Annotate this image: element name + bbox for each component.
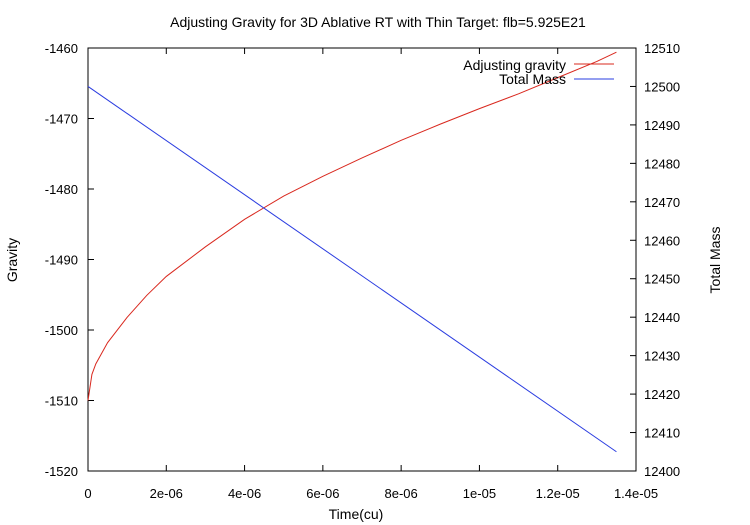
y2-tick-label: 12490 bbox=[644, 118, 680, 133]
y2-tick-label: 12470 bbox=[644, 195, 680, 210]
y2-tick-label: 12450 bbox=[644, 272, 680, 287]
y2-tick-label: 12460 bbox=[644, 233, 680, 248]
series-line-total-mass bbox=[87, 86, 617, 453]
legend-label-mass: Total Mass bbox=[499, 71, 566, 87]
series-line-adjusting-gravity bbox=[87, 51, 617, 401]
x-axis-ticks: 0 2e-06 4e-06 6e-06 8e-06 1e-05 1.2e-05 1.4e-05 bbox=[84, 48, 658, 501]
y-axis-label: Gravity bbox=[4, 238, 20, 282]
x-tick-label: 8e-06 bbox=[385, 486, 418, 501]
x-tick-label: 0 bbox=[84, 486, 91, 501]
legend: Adjusting gravity Total Mass bbox=[463, 57, 614, 87]
legend-label-gravity: Adjusting gravity bbox=[463, 57, 566, 73]
y2-tick-label: 12420 bbox=[644, 387, 680, 402]
y2-tick-label: 12500 bbox=[644, 79, 680, 94]
x-tick-label: 6e-06 bbox=[306, 486, 339, 501]
y-tick-label: -1480 bbox=[45, 182, 78, 197]
y2-tick-label: 12410 bbox=[644, 426, 680, 441]
x-tick-label: 1.2e-05 bbox=[536, 486, 580, 501]
y-tick-label: -1510 bbox=[45, 394, 78, 409]
y2-tick-label: 12510 bbox=[644, 41, 680, 56]
chart-title: Adjusting Gravity for 3D Ablative RT wit… bbox=[170, 14, 586, 30]
y2-axis-ticks: 12510 12500 12490 12480 12470 12460 12450 12440… bbox=[630, 41, 680, 479]
y2-tick-label: 12480 bbox=[644, 156, 680, 171]
y2-tick-label: 12430 bbox=[644, 349, 680, 364]
x-axis-label: Time(cu) bbox=[329, 506, 384, 522]
x-tick-label: 1.4e-05 bbox=[614, 486, 658, 501]
y2-tick-label: 12440 bbox=[644, 310, 680, 325]
x-tick-label: 1e-05 bbox=[463, 486, 496, 501]
y-tick-label: -1500 bbox=[45, 323, 78, 338]
y2-tick-label: 12400 bbox=[644, 464, 680, 479]
y-tick-label: -1470 bbox=[45, 112, 78, 127]
x-tick-label: 4e-06 bbox=[228, 486, 261, 501]
plot-frame bbox=[87, 47, 637, 472]
y2-axis-label: Total Mass bbox=[707, 227, 723, 294]
series-layer bbox=[87, 51, 617, 453]
y-tick-label: -1460 bbox=[45, 41, 78, 56]
y-axis-ticks: -1460 -1470 -1480 -1490 -1500 -1510 -1520 bbox=[45, 41, 94, 479]
y-tick-label: -1490 bbox=[45, 253, 78, 268]
y-tick-label: -1520 bbox=[45, 464, 78, 479]
x-tick-label: 2e-06 bbox=[150, 486, 183, 501]
